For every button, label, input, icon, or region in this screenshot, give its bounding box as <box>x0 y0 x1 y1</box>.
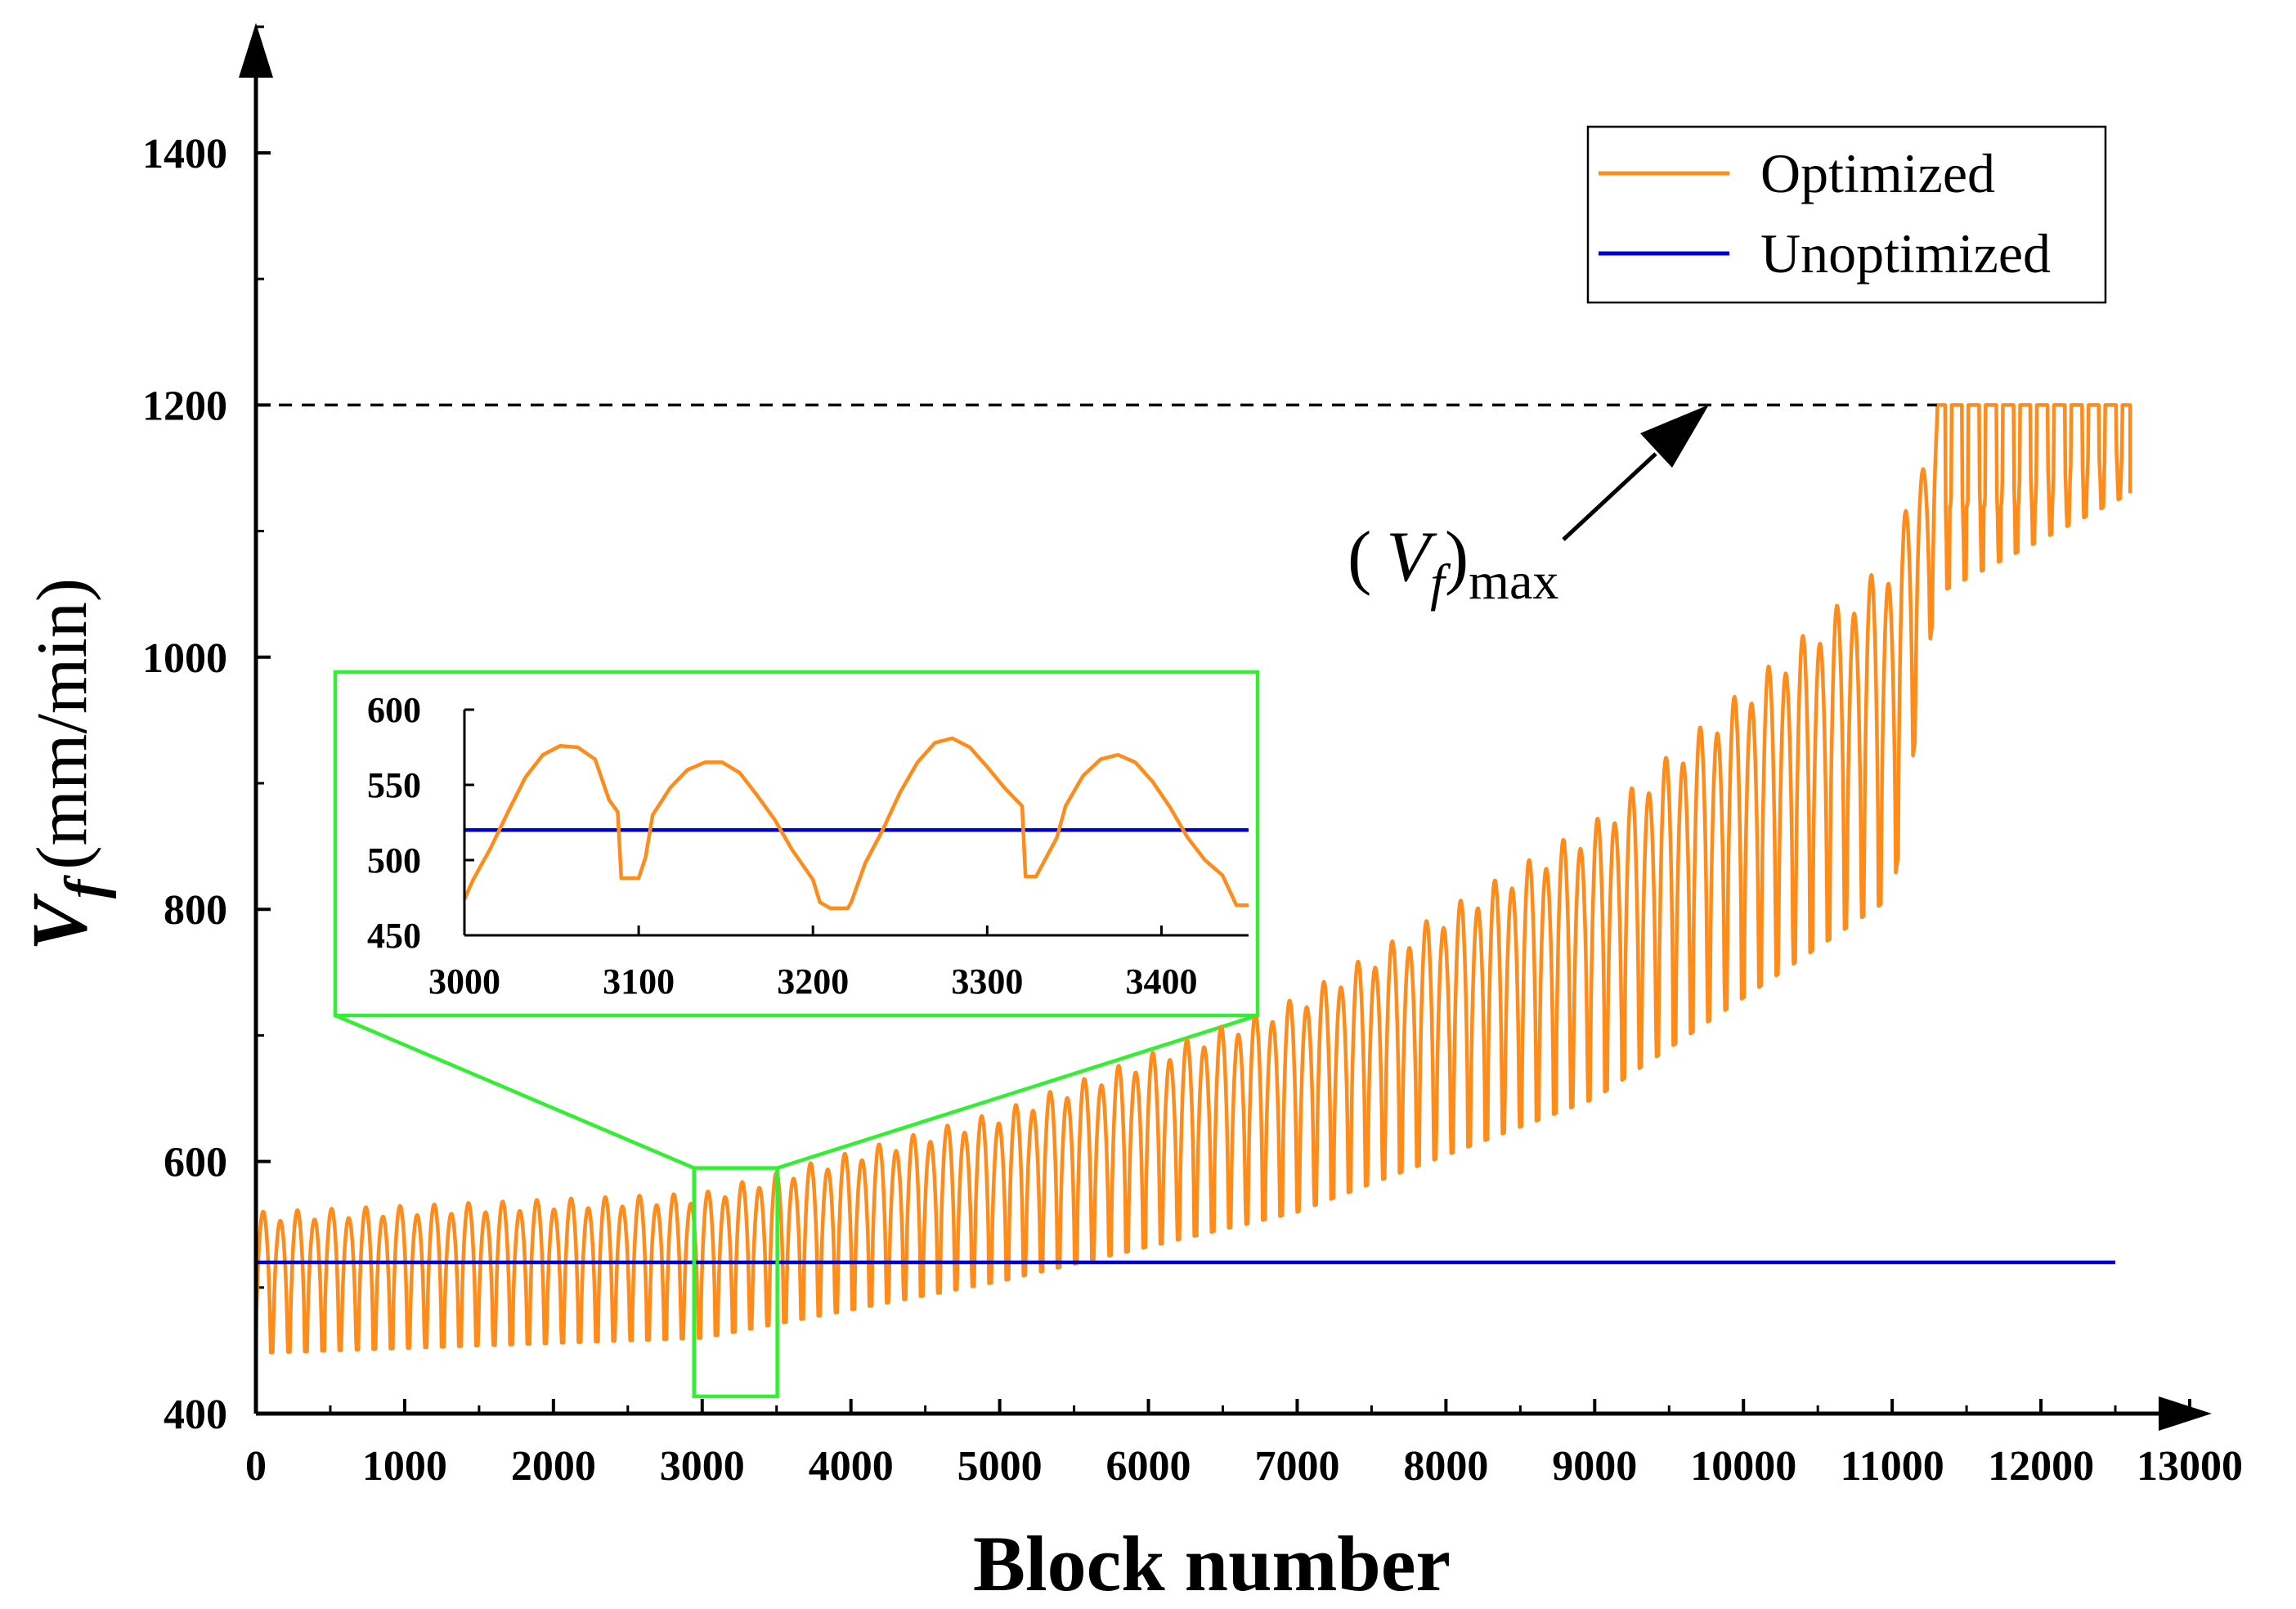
x-tick-label: 9000 <box>1552 1443 1637 1490</box>
y-tick-label: 1000 <box>142 635 227 682</box>
inset-y-tick-labels: 450 500 550 600 <box>367 690 421 956</box>
inset-y-tick-label: 600 <box>367 690 421 730</box>
annotation-arrow-shaft <box>1562 452 1657 541</box>
x-axis-arrow <box>2159 1396 2212 1431</box>
inset-y-tick-label: 550 <box>367 765 421 805</box>
x-axis-title: Block number <box>973 1520 1451 1607</box>
x-tick-label: 10000 <box>1690 1443 1796 1490</box>
zoom-connector-lines <box>334 1013 1258 1170</box>
svg-text:Vf(mm/min): Vf(mm/min) <box>16 578 117 951</box>
x-tick-label: 6000 <box>1106 1443 1191 1490</box>
x-tick-label: 8000 <box>1403 1443 1488 1490</box>
y-tick-label: 400 <box>164 1392 227 1438</box>
x-tick-label: 3000 <box>660 1443 745 1490</box>
y-tick-label: 1400 <box>142 131 227 177</box>
x-tick-label: 13000 <box>2137 1443 2243 1490</box>
zoom-box <box>692 1166 779 1399</box>
series-optimized-line <box>253 403 2132 1355</box>
inset-x-tick-label: 3200 <box>777 961 849 1002</box>
legend-box <box>1586 125 2107 304</box>
y-tick-label: 1200 <box>142 383 227 429</box>
legend-unoptimized-label: Unoptimized <box>1760 222 2051 285</box>
x-tick-label: 2000 <box>511 1443 596 1490</box>
x-tick-label: 4000 <box>809 1443 894 1490</box>
inset-y-tick-label: 500 <box>367 840 421 881</box>
inset-x-tick-label: 3300 <box>951 961 1023 1002</box>
annotation-arrow-head <box>1640 405 1709 468</box>
inset-frame <box>333 670 1260 1018</box>
x-tick-label: 1000 <box>362 1443 447 1490</box>
x-tick-label: 12000 <box>1988 1443 2094 1490</box>
x-tick-label: 11000 <box>1841 1443 1944 1490</box>
svg-text:(Vf)max: (Vf)max <box>1348 518 1558 612</box>
y-tick-label: 800 <box>164 887 227 934</box>
inset-x-tick-label: 3100 <box>603 961 675 1002</box>
max-annotation: (Vf)max <box>1348 405 1709 612</box>
inset-y-tick-label: 450 <box>367 916 421 956</box>
inset-x-tick-labels: 3000 3100 3200 3300 3400 <box>428 961 1197 1002</box>
legend-optimized-label: Optimized <box>1760 142 1995 204</box>
y-axis-arrow <box>239 23 273 78</box>
inset: 3000 3100 3200 3300 3400 450 500 550 600 <box>333 670 1260 1018</box>
inset-optimized-line <box>462 736 1249 911</box>
inset-x-tick-label: 3400 <box>1125 961 1197 1002</box>
inset-x-tick-label: 3000 <box>428 961 500 1002</box>
x-tick-labels: 0 1000 2000 3000 4000 5000 6000 7000 8000 9000 100… <box>245 1443 2243 1490</box>
x-tick-label: 0 <box>245 1443 267 1490</box>
legend: Optimized Unoptimized <box>1586 125 2107 304</box>
zoom-connector-right <box>776 1013 1258 1170</box>
y-axis-title: Vf(mm/min) <box>16 578 117 951</box>
y-tick-labels: 400 600 800 1000 1200 1400 <box>142 131 227 1438</box>
zoom-connector-left <box>334 1013 695 1170</box>
x-tick-label: 5000 <box>957 1443 1043 1490</box>
y-tick-label: 600 <box>164 1140 227 1186</box>
x-tick-label: 7000 <box>1254 1443 1339 1490</box>
inset-axis-ticks <box>463 708 1163 937</box>
